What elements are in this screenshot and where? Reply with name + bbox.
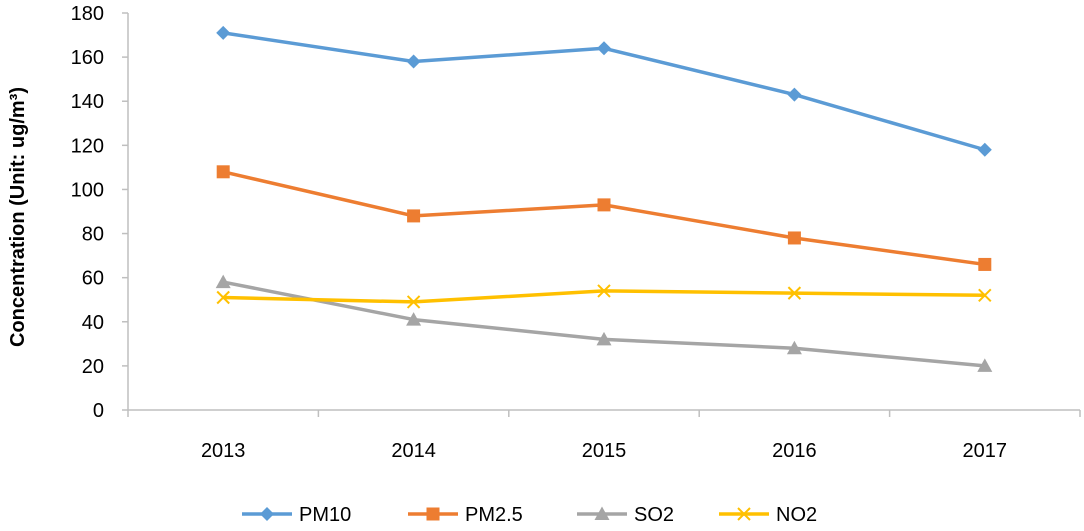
y-tick-label: 120 bbox=[71, 135, 104, 157]
y-tick-label: 180 bbox=[71, 3, 104, 25]
y-tick-label: 100 bbox=[71, 179, 104, 201]
data-point-pm2-5 bbox=[978, 257, 992, 271]
legend-label: NO2 bbox=[776, 504, 817, 526]
y-tick-label: 60 bbox=[82, 268, 104, 290]
axes: 0 20 40 60 80 100 120 140 160 180 2013 2014 2015 2016… bbox=[71, 3, 1081, 462]
legend-marker-no2 bbox=[737, 507, 751, 521]
series-pm2-5 bbox=[216, 165, 992, 271]
legend-item-pm10: PM10 bbox=[242, 504, 351, 526]
data-point-pm10 bbox=[597, 41, 611, 56]
y-tick-label: 20 bbox=[82, 356, 104, 378]
data-point-so2 bbox=[786, 340, 802, 355]
data-point-pm2-5 bbox=[597, 198, 611, 212]
data-point-pm10 bbox=[787, 87, 802, 102]
data-point-pm10 bbox=[216, 25, 231, 40]
legend-item-so2: SO2 bbox=[577, 504, 674, 526]
x-tick-label: 2016 bbox=[772, 440, 817, 462]
legend-marker-pm10 bbox=[260, 507, 274, 521]
y-axis-title: Concentration (Unit: ug/m³) bbox=[7, 87, 29, 347]
data-point-no2 bbox=[978, 288, 992, 303]
data-point-pm2-5 bbox=[787, 231, 801, 245]
series-so2 bbox=[215, 274, 993, 372]
x-tick-label: 2017 bbox=[963, 440, 1008, 462]
series-pm10 bbox=[216, 25, 992, 157]
series-layer bbox=[215, 25, 993, 372]
data-point-no2 bbox=[216, 290, 230, 305]
x-tick-label: 2013 bbox=[201, 440, 246, 462]
data-point-no2 bbox=[597, 284, 611, 298]
legend-item-no2: NO2 bbox=[719, 504, 817, 526]
legend-label: SO2 bbox=[634, 504, 674, 526]
y-tick-label: 160 bbox=[71, 47, 104, 69]
y-tick-label: 140 bbox=[71, 91, 104, 113]
legend: PM10 PM2.5 SO2 NO2 bbox=[242, 504, 817, 526]
legend-label: PM10 bbox=[299, 504, 351, 526]
x-tick-label: 2014 bbox=[391, 440, 436, 462]
data-point-so2 bbox=[215, 274, 231, 289]
data-point-so2 bbox=[977, 358, 993, 372]
y-tick-label: 80 bbox=[82, 224, 104, 246]
x-tick-label: 2015 bbox=[582, 440, 627, 462]
legend-marker-so2 bbox=[594, 506, 610, 520]
y-tick-label: 0 bbox=[93, 400, 104, 422]
series-line-pm2-5 bbox=[222, 170, 986, 267]
data-point-pm10 bbox=[977, 142, 992, 157]
data-point-pm10 bbox=[406, 54, 421, 69]
y-tick-label: 40 bbox=[82, 312, 104, 334]
legend-label: PM2.5 bbox=[465, 504, 523, 526]
legend-item-pm2-5: PM2.5 bbox=[408, 504, 523, 526]
series-line-no2 bbox=[223, 289, 985, 304]
data-point-so2 bbox=[596, 331, 612, 346]
legend-marker-pm2-5 bbox=[426, 507, 440, 521]
series-no2 bbox=[216, 284, 992, 309]
data-point-pm2-5 bbox=[216, 165, 230, 179]
data-point-pm2-5 bbox=[407, 209, 421, 223]
data-point-no2 bbox=[787, 286, 802, 300]
data-point-no2 bbox=[406, 295, 421, 309]
data-point-so2 bbox=[406, 312, 422, 326]
